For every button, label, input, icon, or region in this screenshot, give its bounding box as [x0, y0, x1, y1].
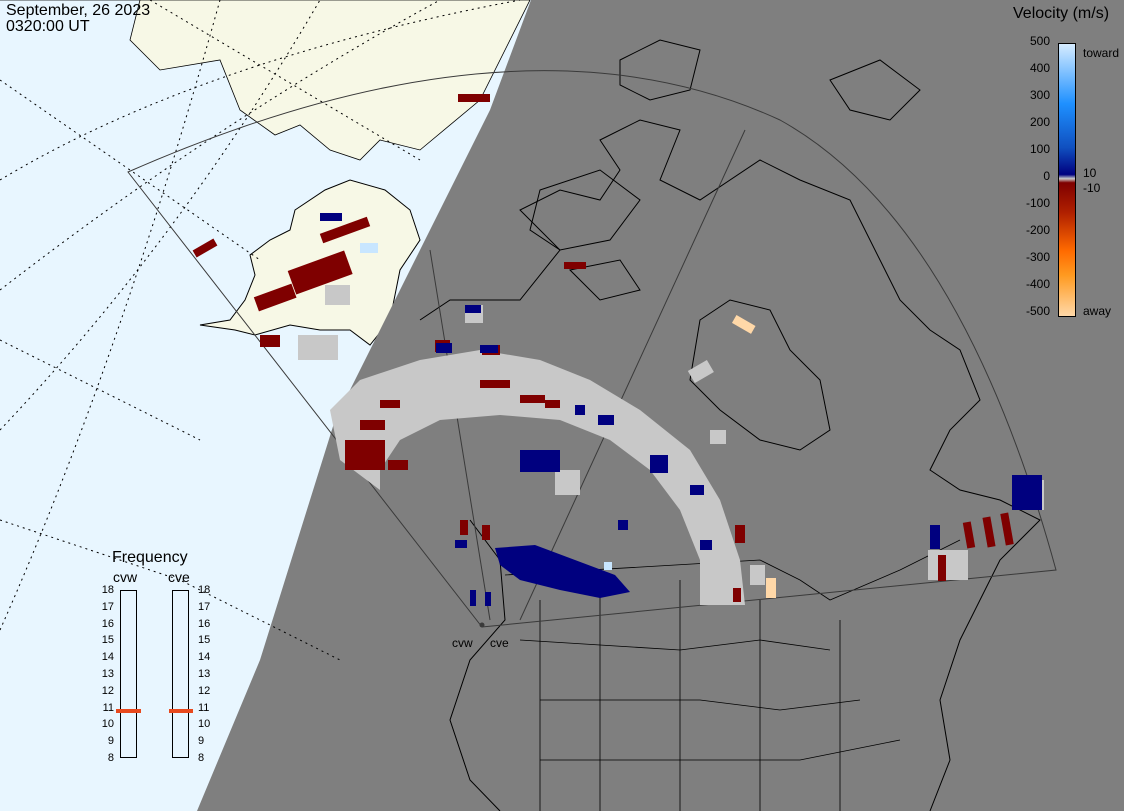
- frequency-title: Frequency: [112, 549, 188, 566]
- velocity-tick: 400: [1029, 61, 1050, 75]
- frequency-scale-label: 16: [198, 617, 211, 630]
- frequency-scale-label: 10: [198, 718, 211, 731]
- frequency-scale-label: 11: [102, 701, 114, 714]
- sunlit-land-siberia: [0, 0, 531, 161]
- velocity-tick: 300: [1029, 88, 1050, 102]
- site-label-cve: cve: [490, 636, 509, 650]
- frequency-scale-label: 13: [101, 668, 114, 680]
- frequency-scale-label: 14: [198, 651, 211, 664]
- frequency-marker-cve: [169, 708, 193, 713]
- coastlines: [419, 39, 1041, 811]
- velocity-tick: -400: [1025, 277, 1050, 291]
- velocity-tick: 500: [1029, 34, 1050, 48]
- site-label-cvw: cvw: [452, 636, 473, 650]
- frequency-scale-label: 11: [198, 701, 210, 714]
- velocity-tick: -100: [1025, 196, 1050, 210]
- velocity-tick: 100: [1029, 142, 1050, 156]
- frequency-scale-label: 15: [198, 634, 211, 647]
- frequency-scale-label: 16: [101, 617, 114, 630]
- velocity-plus10-label: 10: [1083, 166, 1097, 180]
- frequency-scale-label: 12: [101, 684, 114, 697]
- graticule: [0, 0, 521, 661]
- frequency-bar-cvw: [120, 590, 137, 758]
- velocity-minus10-label: -10: [1083, 181, 1101, 195]
- frequency-scale-label: 12: [198, 684, 211, 697]
- velocity-tick: 0: [1043, 169, 1050, 183]
- frequency-scale-label: 15: [101, 634, 114, 647]
- frequency-scale-label: 18: [101, 584, 114, 596]
- velocity-away-label: away: [1083, 304, 1112, 318]
- frequency-marker-cvw: [116, 708, 141, 713]
- velocity-tick: -500: [1025, 304, 1050, 318]
- fov-outline: [127, 70, 1057, 628]
- night-region: [197, 0, 1124, 811]
- frequency-scale-label: 18: [198, 584, 211, 596]
- scatter-extreme: [360, 243, 776, 598]
- frequency-radar-cvw-label: cvw: [113, 569, 138, 585]
- radar-site-marker: [479, 622, 485, 628]
- date-label: September, 26 2023: [6, 2, 151, 19]
- frequency-scale-label: 8: [198, 752, 205, 764]
- frequency-scale-label: 13: [198, 668, 211, 680]
- frequency-scale-label: 17: [101, 600, 114, 613]
- scatter-toward: [320, 213, 1042, 606]
- time-label: 0320:00 UT: [6, 18, 90, 35]
- velocity-tick: -300: [1025, 250, 1050, 264]
- velocity-toward-label: toward: [1083, 46, 1120, 60]
- frequency-scale-label: 10: [101, 718, 114, 731]
- velocity-colorbar: [1058, 43, 1076, 317]
- frequency-scale-label: 9: [198, 735, 205, 748]
- frequency-scale-label: 8: [107, 752, 114, 764]
- frequency-scale-label: 9: [107, 735, 114, 748]
- velocity-legend-title: Velocity (m/s): [1013, 5, 1110, 22]
- frequency-scale-label: 14: [101, 651, 114, 664]
- velocity-tick: 200: [1029, 115, 1050, 129]
- frequency-scale-label: 17: [198, 600, 211, 613]
- velocity-tick: -200: [1025, 223, 1050, 237]
- frequency-bar-cve: [172, 590, 189, 758]
- frequency-radar-cve-label: cve: [168, 569, 190, 585]
